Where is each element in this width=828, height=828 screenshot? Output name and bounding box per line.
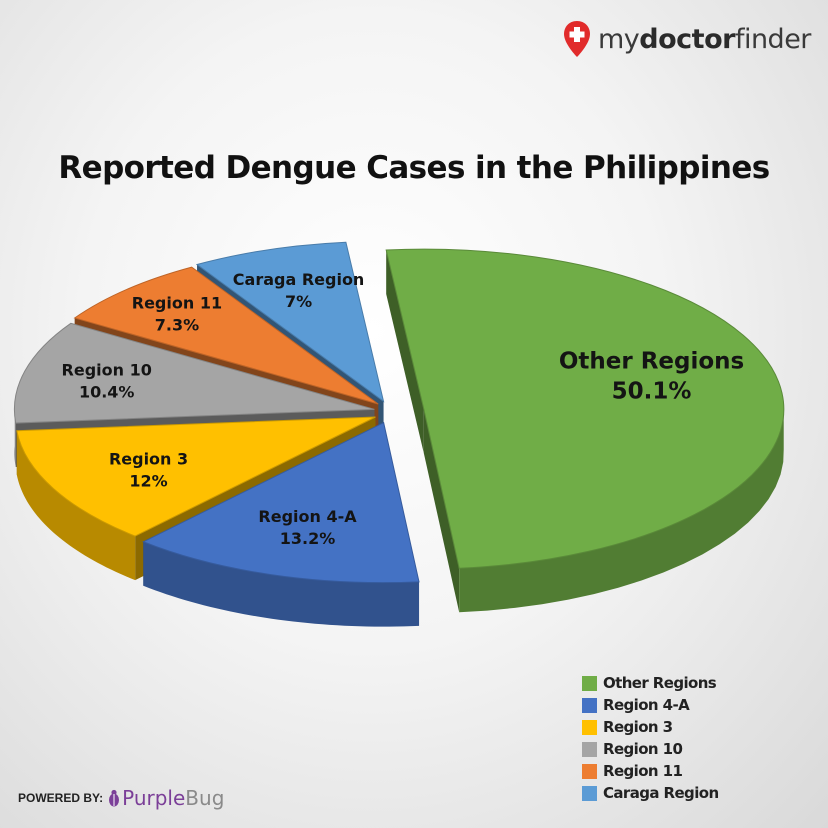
- pie-wall-other-regions-1: [423, 409, 460, 613]
- logo-wordmark: mydoctorfinder: [598, 24, 811, 55]
- legend-label-region-4-a: Region 4-A: [603, 696, 690, 714]
- pie-rim-region-10: [14, 402, 16, 468]
- powered-by-footer: POWERED BY: Purple Bug: [18, 786, 224, 810]
- pie-slice-labels: Other Regions 50.1% Region 4-A 13.2% Region …: [62, 270, 745, 548]
- slice-label-value-region-11: 7.3%: [155, 315, 199, 334]
- legend-label-caraga-region: Caraga Region: [603, 784, 719, 802]
- chart-title: Reported Dengue Cases in the Philippines: [58, 150, 770, 186]
- legend-label-region-11: Region 11: [603, 762, 683, 780]
- slice-label-name-region-3: Region 3: [109, 449, 188, 468]
- slice-label-name-region-10: Region 10: [62, 361, 152, 380]
- powered-by-label: POWERED BY:: [18, 791, 104, 805]
- legend-swatch-region-11: [582, 763, 597, 779]
- purplebug-bug-icon: [109, 789, 120, 807]
- slice-label-value-region-10: 10.4%: [79, 383, 135, 402]
- pie-rim-region-3: [16, 430, 136, 581]
- slice-label-value-region-4-a: 13.2%: [280, 529, 336, 548]
- logo-part-finder: finder: [734, 24, 811, 55]
- slice-label-name-region-4-a: Region 4-A: [258, 507, 357, 526]
- legend-label-region-10: Region 10: [603, 740, 683, 758]
- pie-slice-other-regions: [385, 248, 785, 569]
- purplebug-brand-purple: Purple: [122, 786, 186, 810]
- legend-item-region-11: Region 11: [582, 760, 822, 782]
- legend-item-caraga-region: Caraga Region: [582, 782, 822, 804]
- mydoctorfinder-logo: mydoctorfinder: [562, 20, 812, 60]
- pie-slice-region-3: [16, 416, 376, 537]
- purplebug-brand-bug: Bug: [185, 786, 225, 810]
- slice-label-name-region-11: Region 11: [132, 293, 222, 312]
- legend-label-region-3: Region 3: [603, 718, 673, 736]
- slice-label-value-caraga-region: 7%: [285, 292, 312, 311]
- legend-item-region-3: Region 3: [582, 716, 822, 738]
- pie-slice-region-4-a: [142, 421, 420, 584]
- pie-slice-region-10: [13, 322, 375, 424]
- legend-label-other-regions: Other Regions: [603, 674, 717, 692]
- legend-item-other-regions: Other Regions: [582, 672, 822, 694]
- slice-label-value-region-3: 12%: [129, 471, 167, 490]
- slice-label-name-other-regions: Other Regions: [559, 349, 744, 375]
- pie-slice-caraga-region: [195, 241, 385, 403]
- pie-rim-region-4-a: [143, 541, 420, 627]
- slice-label-value-other-regions: 50.1%: [612, 379, 692, 405]
- pie-slice-tops: [13, 241, 785, 584]
- legend-item-region-4-a: Region 4-A: [582, 694, 822, 716]
- chart-legend: Other Regions Region 4-A Region 3 Region 10…: [582, 672, 822, 804]
- legend-swatch-region-10: [582, 741, 597, 757]
- legend-swatch-region-4-a: [582, 697, 597, 713]
- logo-part-my: my: [598, 24, 640, 55]
- legend-swatch-region-3: [582, 719, 597, 735]
- map-pin-cross-icon: [564, 21, 590, 57]
- legend-swatch-caraga-region: [582, 785, 597, 801]
- legend-item-region-10: Region 10: [582, 738, 822, 760]
- legend-swatch-other-regions: [582, 675, 597, 691]
- pie-slice-region-11: [73, 266, 379, 405]
- pie-wall-other-regions-0: [386, 249, 424, 454]
- slice-label-name-caraga-region: Caraga Region: [233, 270, 365, 289]
- logo-part-doctor: doctor: [639, 24, 735, 55]
